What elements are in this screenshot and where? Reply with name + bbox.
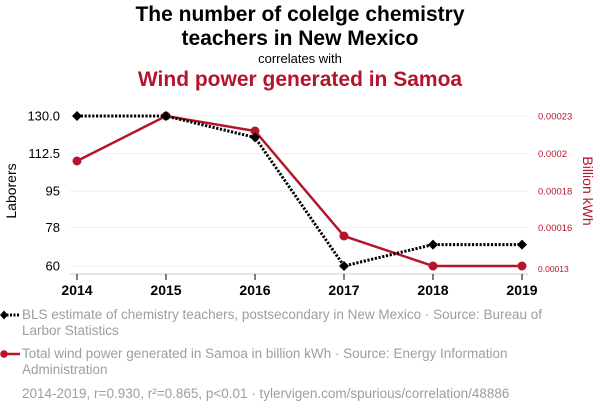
title-line-1: The number of colelge chemistry — [135, 3, 465, 26]
data-point-wind-power — [72, 156, 82, 166]
legend-item-series1: BLS estimate of chemistry teachers, post… — [0, 307, 582, 339]
title-line-2: teachers in New Mexico — [181, 27, 419, 50]
left-tick-label: 78 — [46, 220, 60, 235]
circle-line-icon — [0, 350, 20, 358]
legend-text-series2: Total wind power generated in Samoa in b… — [22, 346, 508, 377]
right-tick-label: 0.00016 — [538, 223, 572, 234]
right-tick-label: 0.0002 — [538, 149, 567, 160]
left-axis-label: Laborers — [3, 163, 19, 218]
x-tick-label: 2016 — [239, 282, 270, 298]
left-tick-label: 95 — [46, 184, 60, 199]
series-line-chemistry-teachers — [77, 114, 522, 268]
gridlines — [70, 115, 528, 267]
right-axis-label: Billion kWh — [580, 156, 596, 225]
data-point-wind-power — [428, 261, 438, 271]
data-point-chemistry-teachers — [339, 261, 349, 271]
line-chart: 130.0 0.00023 112.5 0.0002 95 0.00018 78 0.0001… — [3, 109, 596, 299]
data-point-wind-power — [339, 231, 349, 241]
chart-title-secondary: Wind power generated in Samoa — [137, 68, 463, 91]
x-tick-label: 2014 — [61, 282, 92, 298]
data-point-chemistry-teachers — [250, 132, 260, 143]
dotted-diamond-line-icon — [0, 310, 20, 320]
left-tick-label: 130.0 — [27, 109, 60, 124]
right-tick-label: 0.00018 — [538, 187, 572, 198]
x-tick-label: 2019 — [506, 282, 537, 298]
connector-text: correlates with — [258, 51, 342, 66]
series — [72, 111, 527, 271]
x-tick-label: 2018 — [417, 282, 448, 298]
right-tick-label: 0.00013 — [538, 264, 569, 274]
legend-text-series1: BLS estimate of chemistry teachers, post… — [22, 307, 542, 338]
data-point-chemistry-teachers — [161, 111, 171, 121]
chart-title: The number of colelge chemistry teachers… — [0, 3, 600, 51]
x-tick-label: 2015 — [150, 282, 181, 298]
legend-item-series2: Total wind power generated in Samoa in b… — [0, 346, 582, 378]
data-point-wind-power — [517, 261, 527, 271]
data-point-chemistry-teachers — [517, 239, 527, 250]
data-point-wind-power — [250, 126, 260, 136]
left-tick-label: 60 — [46, 259, 60, 274]
x-tick-label: 2017 — [328, 282, 359, 298]
data-point-chemistry-teachers — [72, 111, 82, 121]
right-tick-label: 0.00023 — [538, 112, 572, 123]
series-line-wind-power — [76, 114, 522, 268]
footer-stats: 2014-2019, r=0.930, r²=0.865, p<0.01 · t… — [22, 386, 510, 401]
left-tick-label: 112.5 — [28, 146, 60, 161]
data-point-chemistry-teachers — [428, 239, 438, 250]
axes: 130.0 0.00023 112.5 0.0002 95 0.00018 78 0.0001… — [27, 109, 572, 299]
